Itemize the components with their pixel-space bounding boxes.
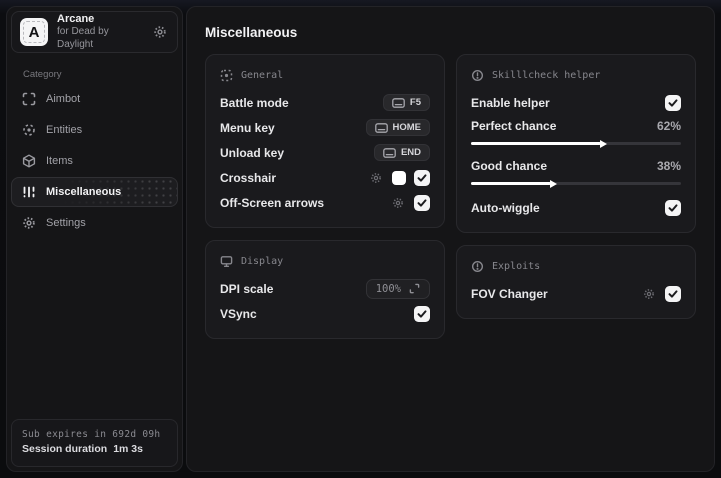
good-chance-slider[interactable] — [471, 179, 681, 188]
sidebar-item-miscellaneous[interactable]: Miscellaneous — [11, 177, 178, 207]
card-display: Display DPI scale 100% VSync — [205, 240, 445, 339]
fov-changer-checkbox[interactable] — [665, 285, 681, 302]
category-label: Category — [23, 69, 62, 80]
sidebar-item-settings[interactable]: Settings — [11, 208, 178, 238]
setting-row-auto-wiggle: Auto-wiggle — [471, 195, 681, 220]
check-icon — [668, 203, 678, 213]
focus-dot-icon — [220, 69, 233, 82]
setting-row-enable-helper: Enable helper — [471, 90, 681, 115]
menu-keybind[interactable]: HOME — [365, 119, 430, 136]
auto-wiggle-checkbox[interactable] — [665, 199, 681, 216]
vsync-checkbox[interactable] — [414, 305, 430, 322]
check-icon — [668, 98, 678, 108]
setting-row-fov-changer: FOV Changer — [471, 281, 681, 306]
keyboard-icon — [383, 147, 396, 158]
app-logo: A — [20, 18, 48, 46]
crosshair-color-swatch[interactable] — [392, 170, 406, 185]
radar-scan-icon — [22, 123, 36, 137]
crosshair-frame-icon — [22, 92, 36, 106]
app-subtitle: for Dead by Daylight — [57, 26, 109, 50]
card-title: Exploits — [492, 261, 541, 272]
setting-row-perfect-chance: Perfect chance 62% — [471, 115, 681, 148]
crosshair-checkbox[interactable] — [414, 169, 430, 186]
setting-row-unload-key: Unload key END — [220, 140, 430, 165]
card-title: Display — [241, 256, 284, 267]
card-general: General Battle mode F5 Menu key — [205, 54, 445, 228]
gear-icon — [643, 288, 655, 300]
setting-row-menu-key: Menu key HOME — [220, 115, 430, 140]
enable-helper-checkbox[interactable] — [665, 94, 681, 111]
perfect-chance-slider[interactable] — [471, 139, 681, 148]
setting-row-dpi-scale: DPI scale 100% — [220, 276, 430, 301]
sidebar-item-entities[interactable]: Entities — [11, 115, 178, 145]
card-title: General — [241, 70, 284, 81]
unload-keybind[interactable]: END — [373, 144, 430, 161]
keyboard-icon — [374, 122, 388, 133]
setting-row-crosshair: Crosshair — [220, 165, 430, 190]
setting-row-good-chance: Good chance 38% — [471, 155, 681, 188]
crosshair-config-button[interactable] — [368, 170, 384, 186]
setting-row-battle-mode: Battle mode F5 — [220, 90, 430, 115]
card-skillcheck-helper: Skilllcheck helper Enable helper Perfect… — [456, 54, 696, 233]
card-exploits: Exploits FOV Changer — [456, 245, 696, 319]
slider-handle[interactable] — [600, 139, 608, 148]
fov-config-button[interactable] — [641, 286, 657, 302]
card-title: Skilllcheck helper — [492, 70, 601, 81]
offscreen-config-button[interactable] — [390, 195, 406, 211]
brand-settings-button[interactable] — [151, 23, 169, 41]
keyboard-icon — [392, 97, 405, 108]
good-chance-value: 38% — [656, 159, 681, 173]
dpi-scale-input[interactable]: 100% — [365, 278, 430, 299]
app-name: Arcane — [57, 12, 95, 25]
check-icon — [417, 173, 427, 183]
monitor-icon — [220, 255, 233, 268]
sidebar-item-aimbot[interactable]: Aimbot — [11, 84, 178, 114]
subscription-info: Sub expires in 692d 09h Session duration… — [11, 419, 178, 467]
check-icon — [668, 289, 678, 299]
check-icon — [417, 198, 427, 208]
setting-row-vsync: VSync — [220, 301, 430, 326]
perfect-chance-value: 62% — [656, 119, 681, 133]
page-title: Miscellaneous — [205, 25, 298, 40]
expand-corners-icon — [409, 283, 420, 294]
gear-icon — [370, 172, 382, 184]
app-brand: A Arcane for Dead by Daylight — [11, 11, 178, 53]
alert-circle-icon — [471, 260, 484, 273]
setting-row-offscreen-arrows: Off-Screen arrows — [220, 190, 430, 215]
session-duration-text: Session duration 1m 3s — [22, 443, 143, 456]
category-nav: Aimbot Entities Items Miscellaneous Sett… — [11, 84, 178, 238]
sidebar: A Arcane for Dead by Daylight Category A… — [6, 6, 183, 472]
slider-handle[interactable] — [549, 179, 557, 188]
battle-mode-keybind[interactable]: F5 — [382, 94, 430, 111]
cube-icon — [22, 154, 36, 168]
sub-expires-text: Sub expires in 692d 09h — [22, 429, 161, 440]
gear-icon — [153, 25, 167, 39]
offscreen-checkbox[interactable] — [414, 194, 430, 211]
gear-icon — [22, 216, 36, 230]
main-panel: Miscellaneous General Battle mode — [186, 6, 715, 472]
alert-circle-icon — [471, 69, 484, 82]
bars-icon — [22, 185, 36, 199]
check-icon — [417, 309, 427, 319]
gear-icon — [392, 197, 404, 209]
sidebar-item-items[interactable]: Items — [11, 146, 178, 176]
